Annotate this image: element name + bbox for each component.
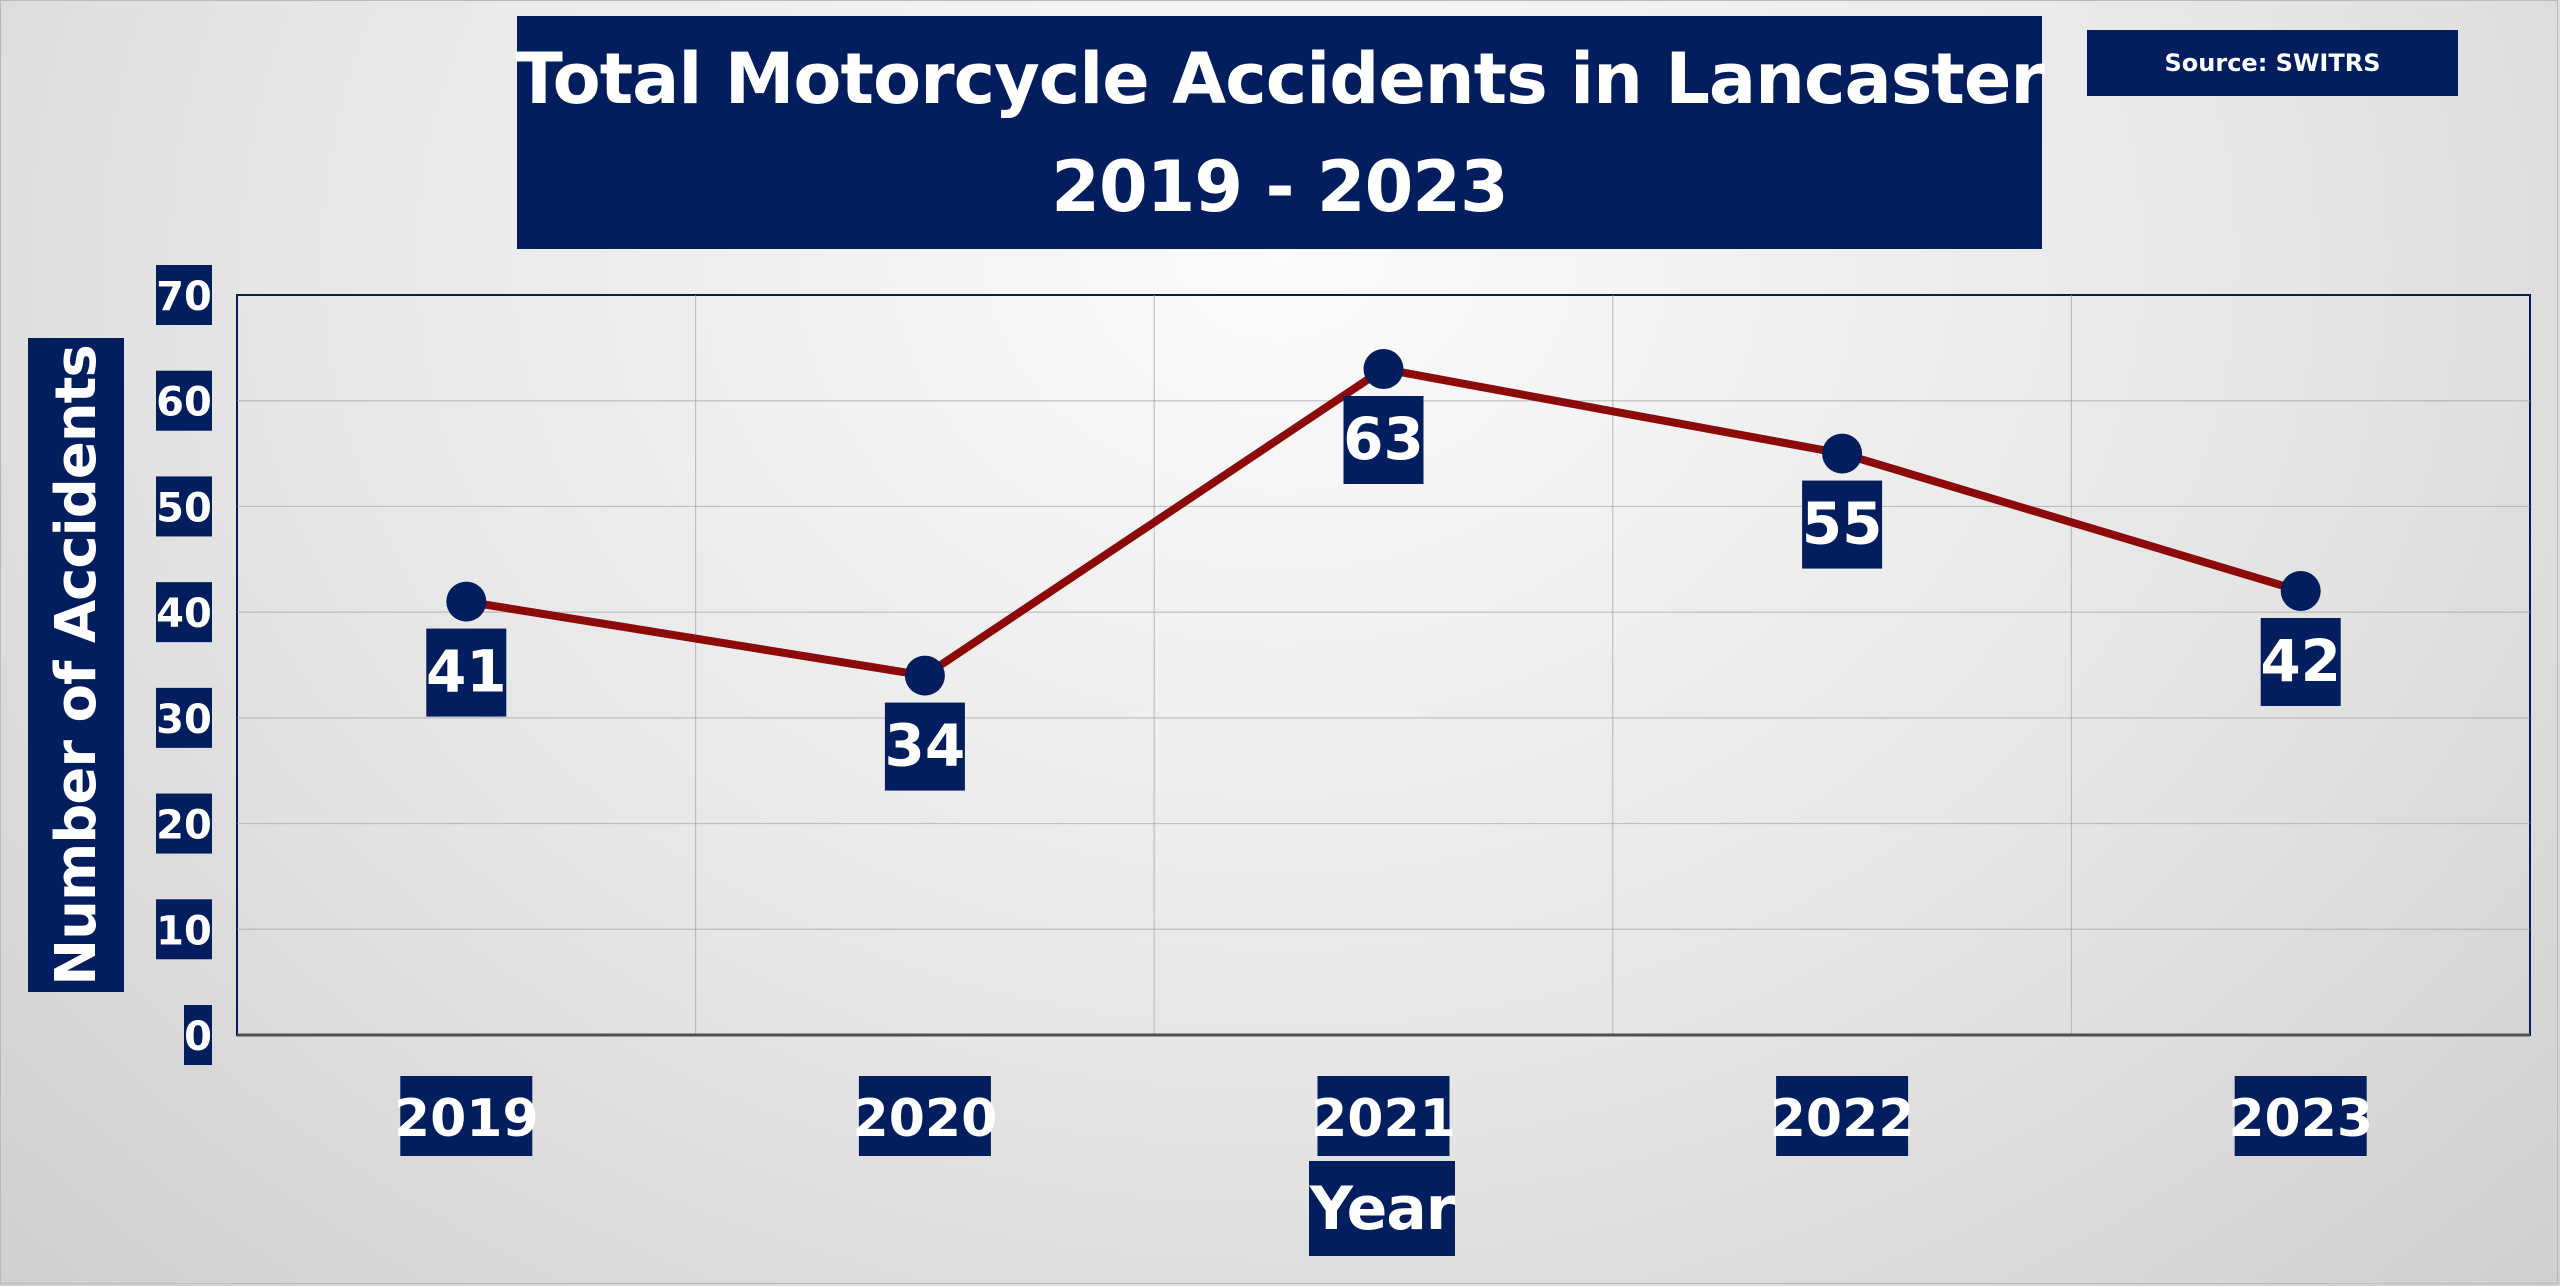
- data-label-box: [1343, 396, 1424, 484]
- y-axis-title-box: Number of Accidents: [28, 338, 124, 992]
- x-tick-label: 2021: [1311, 1089, 1456, 1149]
- x-tick-label: 2022: [1770, 1089, 1915, 1149]
- x-tick-label-box: [1317, 1076, 1450, 1156]
- data-point-marker: [904, 655, 945, 696]
- x-tick-label-box: [1776, 1076, 1909, 1156]
- data-label-box: [2260, 618, 2341, 706]
- y-tick-label: 60: [156, 380, 212, 426]
- data-point-marker: [1822, 433, 1863, 474]
- y-tick-label: 0: [184, 1014, 212, 1060]
- x-tick-label-box: [858, 1076, 991, 1156]
- y-tick-label: 40: [156, 591, 212, 637]
- chart-title: Total Motorcycle Accidents in Lancaster …: [515, 16, 2045, 249]
- data-label: 55: [1802, 490, 1883, 558]
- y-tick-label-box: [156, 370, 212, 431]
- y-tick-label: 30: [156, 697, 212, 743]
- x-tick-label: 2019: [394, 1089, 539, 1149]
- x-tick-label: 2023: [2228, 1089, 2373, 1149]
- y-tick-label: 70: [156, 274, 212, 320]
- y-tick-label-box: [156, 899, 212, 960]
- chart-title-line-2: 2019 - 2023: [1051, 145, 1508, 228]
- data-label: 34: [885, 712, 966, 780]
- y-tick-label: 10: [156, 908, 212, 954]
- y-tick-label: 50: [156, 485, 212, 531]
- data-point-marker: [2280, 571, 2321, 611]
- data-point-marker: [446, 581, 487, 622]
- y-tick-label-box: [156, 476, 212, 537]
- y-tick-label-box: [184, 1005, 212, 1065]
- data-label-box: [1802, 480, 1883, 569]
- x-tick-label-box: [2234, 1076, 2367, 1156]
- y-tick-label: 20: [156, 803, 212, 849]
- source-label: Source: SWITRS: [2087, 30, 2458, 96]
- x-tick-label: 2020: [853, 1089, 998, 1149]
- y-tick-label-box: [156, 793, 212, 854]
- data-label: 41: [426, 638, 507, 706]
- data-point-marker: [1363, 349, 1404, 389]
- chart-title-line-1: Total Motorcycle Accidents in Lancaster: [515, 37, 2045, 120]
- x-axis-title: Year: [1309, 1161, 1455, 1256]
- data-label-box: [884, 702, 965, 791]
- y-tick-label-box: [156, 687, 212, 748]
- y-tick-label-box: [156, 265, 212, 325]
- x-tick-label-box: [400, 1076, 533, 1156]
- y-tick-label-box: [156, 582, 212, 643]
- data-label-box: [426, 628, 507, 717]
- data-label: 63: [1343, 405, 1424, 473]
- data-label: 42: [2260, 627, 2341, 695]
